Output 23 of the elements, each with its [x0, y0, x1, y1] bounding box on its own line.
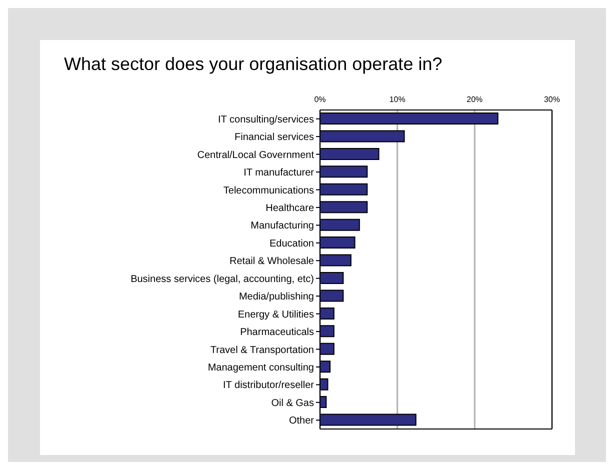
y-tick-label: Central/Local Government: [197, 150, 314, 161]
y-tick-label: Media/publishing: [238, 292, 314, 303]
y-tick-label: Travel & Transportation: [210, 344, 314, 356]
chart-title: What sector does your organisation operate in?: [64, 54, 442, 75]
y-tick-label: Retail & Wholesale: [230, 256, 314, 268]
y-tick-label: Education: [270, 238, 314, 250]
y-tick-label: Management consulting: [208, 362, 314, 374]
y-tick-label: Other: [288, 416, 315, 427]
x-tick-label: 0%: [314, 95, 326, 104]
y-tick-label: Business services (legal, accounting, etc): [130, 274, 314, 285]
y-tick-label: Energy & Utilities: [238, 309, 314, 320]
y-tick-label: Oil & Gas: [271, 398, 314, 409]
y-tick-label: Financial services: [234, 132, 314, 144]
y-tick-label: IT consulting/services: [218, 114, 314, 126]
y-tick-label: Manufacturing: [250, 220, 314, 232]
y-tick-label: IT manufacturer: [244, 168, 315, 179]
x-tick-label: 30%: [544, 95, 560, 104]
y-tick-label: Healthcare: [266, 203, 314, 214]
y-tick-label: IT distributor/reseller: [223, 380, 315, 392]
x-tick-label: 10%: [389, 95, 406, 104]
y-tick-label: Pharmaceuticals: [240, 327, 314, 338]
y-tick-label: Telecommunications: [223, 185, 314, 196]
x-tick-label: 20%: [466, 95, 483, 104]
